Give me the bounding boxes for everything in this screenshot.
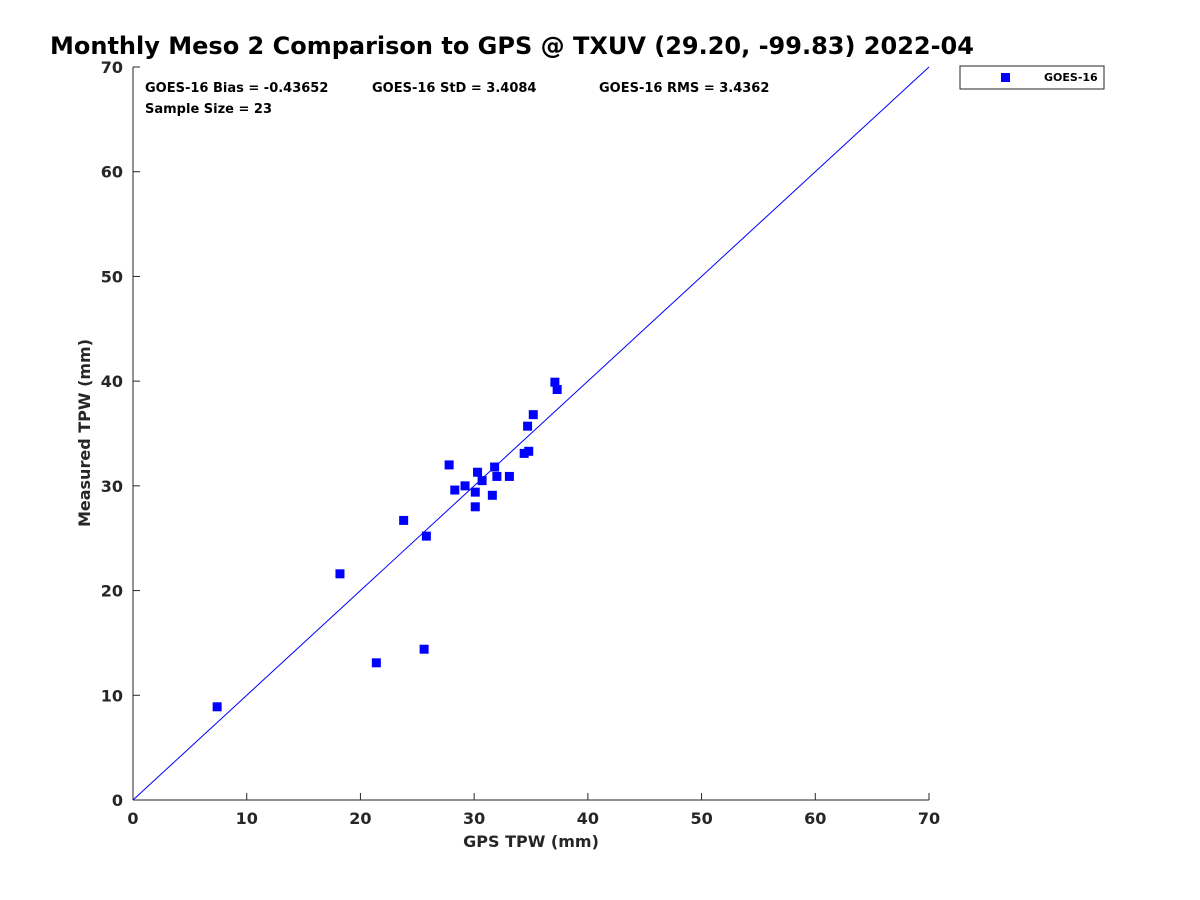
legend-box xyxy=(959,65,1105,90)
y-tick-label: 10 xyxy=(101,686,123,705)
x-tick-label: 40 xyxy=(577,809,599,828)
y-axis-ticks: 0 10 20 30 40 50 60 70 xyxy=(101,58,140,810)
scatter-point xyxy=(492,471,502,481)
scatter-point xyxy=(528,410,538,420)
x-tick-label: 50 xyxy=(690,809,712,828)
y-tick-label: 30 xyxy=(101,477,123,496)
scatter-point xyxy=(421,531,431,541)
x-axis-label: GPS TPW (mm) xyxy=(463,832,599,851)
scatter-point xyxy=(519,448,529,458)
scatter-point xyxy=(419,644,429,654)
scatter-point xyxy=(460,481,470,491)
scatter-point xyxy=(371,658,381,668)
y-tick-label: 40 xyxy=(101,372,123,391)
y-axis-label: Measured TPW (mm) xyxy=(75,339,94,527)
x-tick-label: 0 xyxy=(127,809,138,828)
scatter-point xyxy=(550,377,560,387)
y-tick-label: 50 xyxy=(101,267,123,286)
scatter-point xyxy=(444,460,454,470)
scatter-point xyxy=(490,462,500,472)
bias-annotation: GOES-16 Bias = -0.43652 xyxy=(145,81,328,96)
scatter-point xyxy=(473,467,483,477)
scatter-point xyxy=(470,487,480,497)
scatter-point xyxy=(399,515,409,525)
rms-annotation: GOES-16 RMS = 3.4362 xyxy=(599,81,769,96)
scatter-point xyxy=(335,569,345,579)
sample-size-annotation: Sample Size = 23 xyxy=(145,102,272,117)
x-tick-label: 70 xyxy=(918,809,940,828)
y-tick-label: 0 xyxy=(112,791,123,810)
x-tick-label: 30 xyxy=(463,809,485,828)
scatter-point xyxy=(552,385,562,395)
x-tick-label: 20 xyxy=(349,809,371,828)
scatter-points xyxy=(212,377,562,712)
legend: GOES-16 xyxy=(959,65,1105,90)
plot-axes xyxy=(132,67,929,801)
scatter-point xyxy=(487,490,497,500)
scatter-point xyxy=(504,471,514,481)
scatter-point xyxy=(523,421,533,431)
scatter-point xyxy=(450,485,460,495)
one-to-one-reference-line xyxy=(132,66,930,801)
legend-marker-square xyxy=(1001,73,1010,82)
x-tick-label: 10 xyxy=(236,809,258,828)
x-axis-ticks: 0 10 20 30 40 50 60 70 xyxy=(127,793,940,828)
legend-entry-goes16: GOES-16 xyxy=(1044,71,1098,84)
y-tick-label: 20 xyxy=(101,582,123,601)
scatter-point xyxy=(477,476,487,486)
scatter-point xyxy=(524,446,534,456)
x-tick-label: 60 xyxy=(804,809,826,828)
stats-annotations: GOES-16 Bias = -0.43652 GOES-16 StD = 3.… xyxy=(145,81,769,117)
scatter-point xyxy=(470,502,480,512)
y-tick-label: 60 xyxy=(101,163,123,182)
y-tick-label: 70 xyxy=(101,58,123,77)
scatter-point xyxy=(212,702,222,712)
std-annotation: GOES-16 StD = 3.4084 xyxy=(372,81,536,96)
chart-title: Monthly Meso 2 Comparison to GPS @ TXUV … xyxy=(50,32,974,60)
